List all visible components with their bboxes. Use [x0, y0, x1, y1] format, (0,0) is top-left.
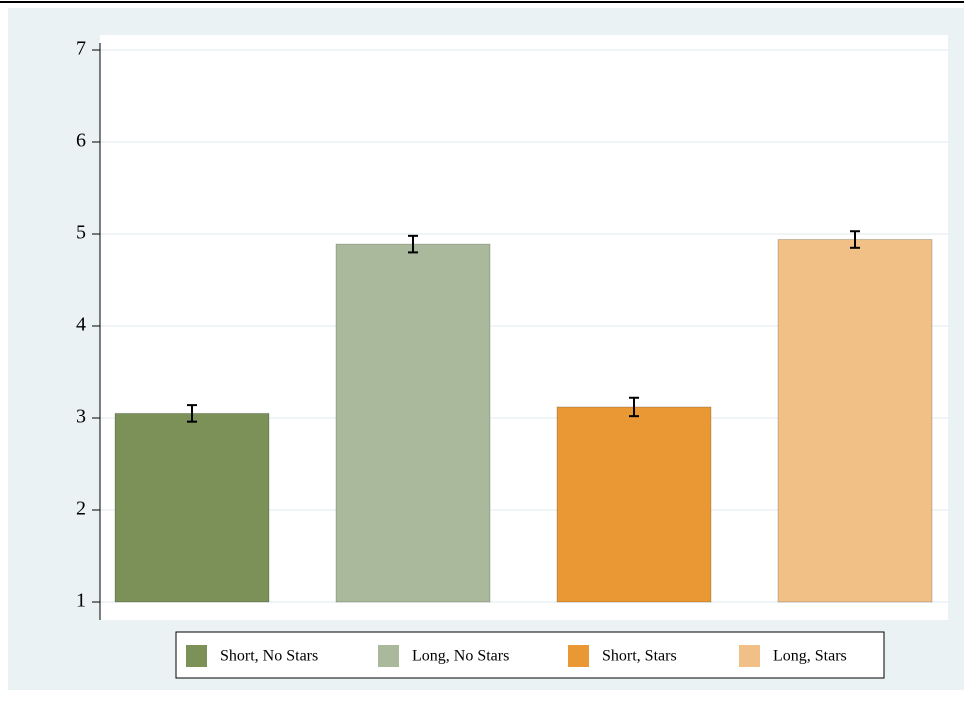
legend-swatch [568, 645, 589, 667]
bar [114, 412, 270, 603]
legend-label: Long, Stars [773, 648, 847, 665]
legend-swatch [378, 645, 399, 667]
legend-swatch [739, 645, 760, 667]
bar [335, 243, 491, 603]
error-bar [629, 396, 639, 418]
y-tick-label: 5 [76, 222, 86, 244]
legend [175, 631, 885, 679]
bar [777, 239, 933, 603]
legend-label: Long, No Stars [412, 648, 509, 665]
legend-label: Short, Stars [602, 648, 677, 665]
legend-label: Short, No Stars [220, 648, 318, 665]
y-tick-label: 2 [76, 498, 86, 520]
y-tick-label: 4 [76, 314, 86, 336]
error-bar [408, 234, 418, 254]
error-bar [187, 404, 197, 423]
legend-swatch [186, 645, 207, 667]
y-tick-label: 7 [76, 38, 86, 60]
y-tick-label: 3 [76, 406, 86, 428]
error-bar [850, 230, 860, 249]
y-tick-label: 6 [76, 130, 86, 152]
y-tick-label: 1 [76, 590, 86, 612]
bar [556, 406, 712, 603]
